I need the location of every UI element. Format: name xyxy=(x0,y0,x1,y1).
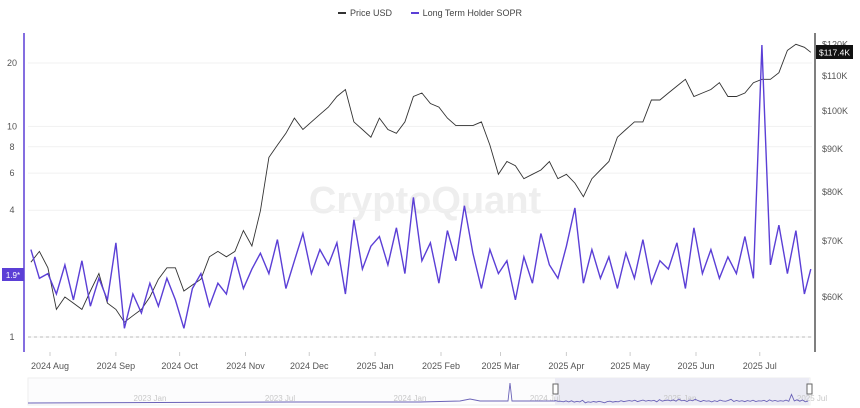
x-tick-label: 2024 Dec xyxy=(290,361,329,371)
navigator-label: 2023 Jul xyxy=(265,394,295,403)
x-tick-label: 2025 Feb xyxy=(422,361,460,371)
legend-label: Long Term Holder SOPR xyxy=(422,8,522,18)
current-price-label: $117.4K xyxy=(819,48,850,58)
current-price-badge: $117.4K xyxy=(816,45,853,59)
left-tick-label: 20 xyxy=(7,58,17,68)
legend-label: Price USD xyxy=(350,8,393,18)
left-tick-label: 6 xyxy=(9,168,14,178)
x-tick-label: 2025 Mar xyxy=(481,361,519,371)
left-tick-label: 1 xyxy=(9,332,14,342)
legend: Price USD Long Term Holder SOPR xyxy=(0,6,860,18)
x-tick-label: 2024 Aug xyxy=(31,361,69,371)
watermark: CryptoQuant xyxy=(309,180,542,222)
left-tick-label: 10 xyxy=(7,121,17,131)
x-tick-label: 2024 Sep xyxy=(97,361,136,371)
current-sopr-label: 1.9* xyxy=(6,271,20,280)
x-tick-label: 2025 Jan xyxy=(357,361,394,371)
right-tick-label: $80K xyxy=(822,187,843,197)
navigator-right-handle[interactable] xyxy=(806,383,813,395)
right-tick-label: $120K xyxy=(822,39,848,49)
navigator-label: 2025 Jul xyxy=(797,394,827,403)
legend-item-price[interactable]: Price USD xyxy=(338,8,392,18)
navigator-left-handle[interactable] xyxy=(552,383,559,395)
x-tick-label: 2025 May xyxy=(610,361,650,371)
navigator-line xyxy=(27,382,809,404)
right-tick-label: $70K xyxy=(822,236,843,246)
x-tick-label: 2024 Nov xyxy=(226,361,265,371)
right-tick-label: $60K xyxy=(822,292,843,302)
x-tick-label: 2025 Apr xyxy=(548,361,584,371)
sopr-line xyxy=(30,44,812,329)
price-swatch-icon xyxy=(338,12,347,14)
x-tick-label: 2024 Oct xyxy=(161,361,198,371)
right-tick-label: $90K xyxy=(822,144,843,154)
sopr-swatch-icon xyxy=(410,12,419,14)
price-usd-line xyxy=(30,43,812,323)
navigator-label: 2024 Jul xyxy=(530,394,560,403)
navigator[interactable]: 2023 Jan 2023 Jul 2024 Jan 2024 Jul 2025 Jan… xyxy=(27,377,827,406)
x-tick-label: 2025 Jun xyxy=(677,361,714,371)
navigator-label: 2024 Jan xyxy=(394,394,427,403)
navigator-label: 2025 Jan xyxy=(664,394,697,403)
left-tick-label: 8 xyxy=(9,142,14,152)
legend-item-sopr[interactable]: Long Term Holder SOPR xyxy=(410,8,522,18)
navigator-label: 2023 Jan xyxy=(134,394,167,403)
left-tick-label: 4 xyxy=(9,205,14,215)
current-sopr-badge: 1.9* xyxy=(2,268,24,281)
x-tick-label: 2025 Jul xyxy=(743,361,777,371)
right-tick-label: $110K xyxy=(822,71,847,81)
right-tick-label: $100K xyxy=(822,106,848,116)
